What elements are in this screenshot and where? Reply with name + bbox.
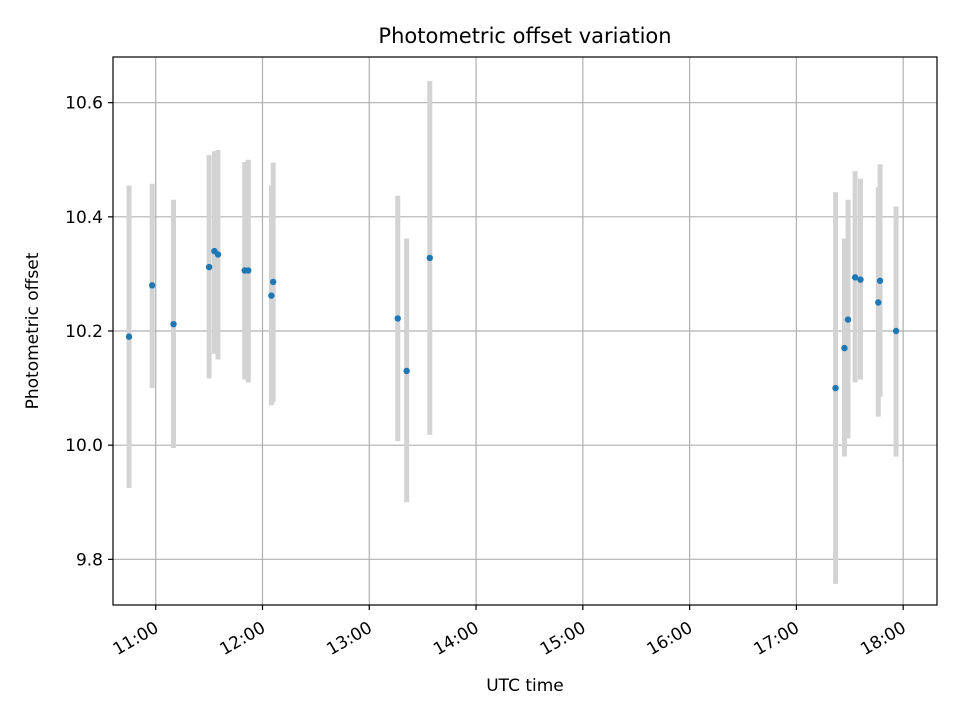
data-point (148, 282, 156, 289)
y-axis: 9.8 10.0 10.2 10.4 10.6 (65, 94, 113, 570)
data-point (403, 367, 410, 375)
x-tick-label: 18:00 (857, 618, 909, 660)
data-point (426, 254, 433, 262)
data-point (841, 344, 848, 352)
x-axis-label: UTC time (486, 676, 564, 696)
x-tick-label: 17:00 (750, 618, 802, 660)
data-point (214, 251, 222, 258)
data-point (125, 333, 133, 340)
data-points (125, 247, 900, 392)
x-tick-label: 15:00 (537, 618, 589, 660)
data-point (205, 263, 213, 271)
y-tick-label: 10.6 (65, 94, 103, 114)
y-axis-label: Photometric offset (23, 252, 43, 409)
data-point (875, 299, 882, 306)
data-point (851, 274, 859, 281)
x-tick-label: 11:00 (110, 618, 162, 660)
chart-title: Photometric offset variation (378, 24, 671, 48)
x-tick-label: 12:00 (217, 618, 269, 660)
data-point (892, 327, 900, 335)
y-tick-label: 10.4 (65, 208, 103, 228)
data-point (245, 267, 252, 274)
data-point (170, 320, 177, 328)
data-point (269, 278, 277, 286)
x-axis: 11:00 12:00 13:00 14:00 15:00 16:00 17:00 18:00 (110, 605, 910, 660)
y-tick-label: 9.8 (76, 550, 103, 570)
grid (113, 57, 937, 605)
y-tick-label: 10.2 (65, 322, 103, 342)
data-point (268, 292, 275, 299)
data-point (876, 277, 884, 284)
data-point (832, 384, 839, 392)
x-tick-label: 13:00 (323, 618, 375, 660)
data-point (844, 316, 852, 323)
data-point (394, 315, 401, 322)
y-tick-label: 10.0 (65, 436, 103, 456)
error-bars (126, 80, 899, 584)
x-tick-label: 16:00 (644, 618, 696, 660)
x-tick-label: 14:00 (430, 618, 482, 660)
data-point (857, 276, 864, 283)
